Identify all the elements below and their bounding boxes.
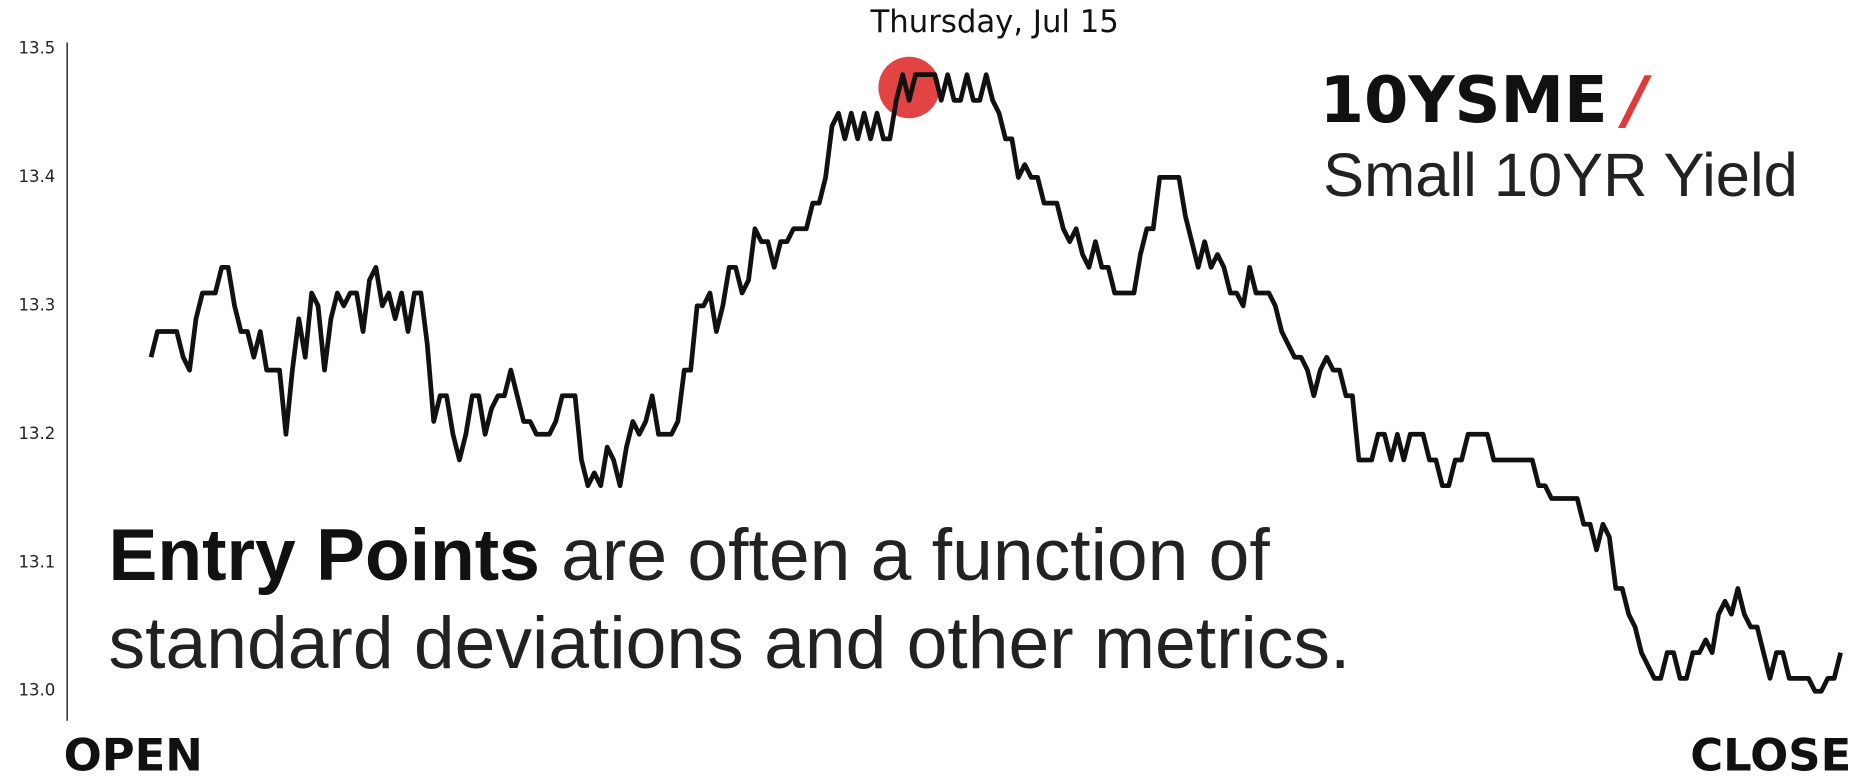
price-line xyxy=(148,72,1843,694)
annotation-text: are often a function of xyxy=(561,515,1270,597)
y-tick-label: 13.2 xyxy=(19,424,56,443)
plot-area: 13.0 13.1 13.2 13.3 13.4 13.5 xyxy=(19,38,1843,700)
highlight-marker xyxy=(878,56,940,119)
x-start-label: OPEN xyxy=(64,729,203,781)
y-tick-label: 13.1 xyxy=(19,552,56,571)
annotation-bold: Entry Points xyxy=(109,515,540,597)
y-tick-label: 13.3 xyxy=(19,295,56,314)
ticker-name: 10YSME xyxy=(1320,64,1608,138)
y-tick-label: 13.5 xyxy=(19,38,56,57)
y-tick-label: 13.0 xyxy=(19,681,56,700)
annotation-line2: standard deviations and other metrics. xyxy=(109,602,1351,684)
annotation-line1: Entry Points are often a function of xyxy=(109,515,1271,597)
subtitle: Small 10YR Yield xyxy=(1323,141,1798,210)
ticker-mark: / xyxy=(1617,64,1652,138)
x-end-label: CLOSE xyxy=(1690,729,1851,781)
chart-title: Thursday, Jul 15 xyxy=(870,4,1119,40)
y-tick-label: 13.4 xyxy=(19,167,56,186)
ticker: 10YSME / xyxy=(1320,64,1653,138)
